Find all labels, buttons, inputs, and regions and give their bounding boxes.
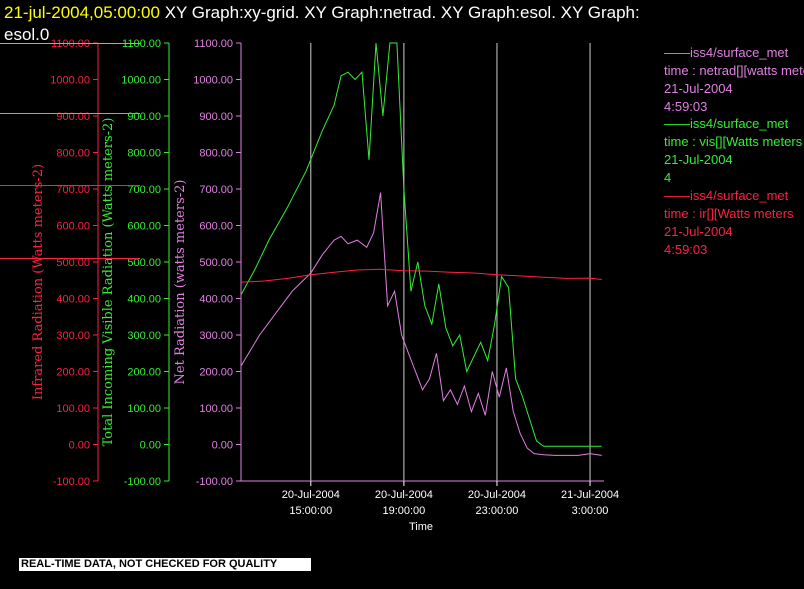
y-tick-label: 500.00 bbox=[199, 257, 233, 269]
legend-variable: time : netrad[][watts meters bbox=[664, 63, 804, 78]
y-tick-label: 500.00 bbox=[127, 257, 161, 269]
y-tick-label: 200.00 bbox=[127, 367, 161, 379]
x-tick-label: 20-Jul-2004 bbox=[375, 489, 433, 501]
y-tick-label: 700.00 bbox=[127, 184, 161, 196]
x-tick-label: 23:00:00 bbox=[476, 505, 519, 517]
y-tick-label: 0.00 bbox=[69, 440, 90, 452]
y-tick-label: 700.00 bbox=[199, 184, 233, 196]
y-tick-label: 600.00 bbox=[56, 221, 90, 233]
legend-divider bbox=[0, 43, 140, 44]
window-title: 21-jul-2004,05:00:00 XY Graph:xy-grid. X… bbox=[4, 2, 804, 46]
y-tick-label: 1000.00 bbox=[50, 75, 90, 87]
legend-time: 4:59:03 bbox=[664, 99, 708, 114]
y-tick-label: 200.00 bbox=[56, 367, 90, 379]
legend-date: 21-Jul-2004 bbox=[664, 224, 733, 239]
y-tick-label: 300.00 bbox=[199, 330, 233, 342]
legend-entry-netrad: ——iss4/surface_met time : netrad[][watts… bbox=[664, 44, 804, 116]
series-line bbox=[240, 268, 602, 283]
legend-time: 4:59:03 bbox=[664, 242, 708, 257]
y-tick-label: 0.00 bbox=[212, 440, 233, 452]
y-tick-label: 800.00 bbox=[199, 148, 233, 160]
y-tick-label: 200.00 bbox=[199, 367, 233, 379]
title-graph-list-wrap: esol.0 bbox=[4, 25, 50, 44]
y-tick-label: 800.00 bbox=[127, 148, 161, 160]
y-tick-label: 300.00 bbox=[127, 330, 161, 342]
legend-divider bbox=[0, 258, 140, 259]
y-tick-label: 100.00 bbox=[127, 403, 161, 415]
y-tick-label: 600.00 bbox=[199, 221, 233, 233]
x-axis-label: Time bbox=[409, 521, 433, 533]
quality-notice: REAL-TIME DATA, NOT CHECKED FOR QUALITY bbox=[19, 558, 311, 571]
title-timestamp: 21-jul-2004,05:00:00 bbox=[4, 3, 160, 22]
y-tick-label: 400.00 bbox=[127, 294, 161, 306]
legend-divider bbox=[0, 185, 140, 186]
x-tick-label: 21-Jul-2004 bbox=[561, 489, 619, 501]
x-tick-label: 15:00:00 bbox=[289, 505, 332, 517]
y-tick-label: 600.00 bbox=[127, 221, 161, 233]
y-tick-label: 400.00 bbox=[199, 294, 233, 306]
y-tick-label: 900.00 bbox=[56, 111, 90, 123]
y-tick-label: -100.00 bbox=[196, 476, 233, 488]
legend-source: ——iss4/surface_met bbox=[664, 45, 789, 60]
x-tick-label: 20-Jul-2004 bbox=[282, 489, 340, 501]
legend-date: 21-Jul-2004 bbox=[664, 152, 733, 167]
legend-entry-vis: ——iss4/surface_met time : vis[][Watts me… bbox=[664, 115, 804, 187]
legend-source: ——iss4/surface_met bbox=[664, 188, 789, 203]
y-axis-label: Total Incoming Visible Radiation (Watts … bbox=[101, 118, 116, 447]
y-tick-label: 700.00 bbox=[56, 184, 90, 196]
legend-entry-ir: ——iss4/surface_met time : ir[][Watts met… bbox=[664, 187, 804, 259]
y-tick-label: 1000.00 bbox=[193, 75, 233, 87]
legend-variable: time : ir[][Watts meters bbox=[664, 206, 794, 221]
y-tick-label: 400.00 bbox=[56, 294, 90, 306]
y-tick-label: 900.00 bbox=[127, 111, 161, 123]
y-tick-label: 500.00 bbox=[56, 257, 90, 269]
y-axis-label: Net Radiation (watts meters-2) bbox=[173, 180, 188, 385]
legend-time: 4 bbox=[664, 170, 672, 185]
series-line bbox=[240, 192, 602, 456]
legend-source: ——iss4/surface_met bbox=[664, 116, 789, 131]
y-tick-label: 100.00 bbox=[56, 403, 90, 415]
y-tick-label: 1100.00 bbox=[122, 38, 161, 50]
y-tick-label: 300.00 bbox=[56, 330, 90, 342]
x-tick-label: 19:00:00 bbox=[382, 505, 425, 517]
x-tick-label: 20-Jul-2004 bbox=[468, 489, 526, 501]
y-axis-label: Infrared Radiation (Watts meters-2) bbox=[31, 164, 46, 400]
y-tick-label: 800.00 bbox=[56, 148, 90, 160]
title-graph-list: XY Graph:xy-grid. XY Graph:netrad. XY Gr… bbox=[164, 3, 640, 22]
y-tick-label: 100.00 bbox=[199, 403, 233, 415]
y-tick-label: -100.00 bbox=[124, 476, 161, 488]
legend-variable: time : vis[][Watts meters bbox=[664, 134, 803, 149]
legend-divider bbox=[0, 113, 140, 114]
y-tick-label: 0.00 bbox=[140, 440, 161, 452]
y-tick-label: 1000.00 bbox=[121, 75, 161, 87]
legend-date: 21-Jul-2004 bbox=[664, 81, 733, 96]
y-tick-label: 1100.00 bbox=[194, 38, 233, 50]
series-line bbox=[240, 42, 602, 447]
y-tick-label: 900.00 bbox=[199, 111, 233, 123]
y-tick-label: 1100.00 bbox=[51, 38, 90, 50]
x-tick-label: 3:00:00 bbox=[572, 505, 609, 517]
y-tick-label: -100.00 bbox=[53, 476, 90, 488]
